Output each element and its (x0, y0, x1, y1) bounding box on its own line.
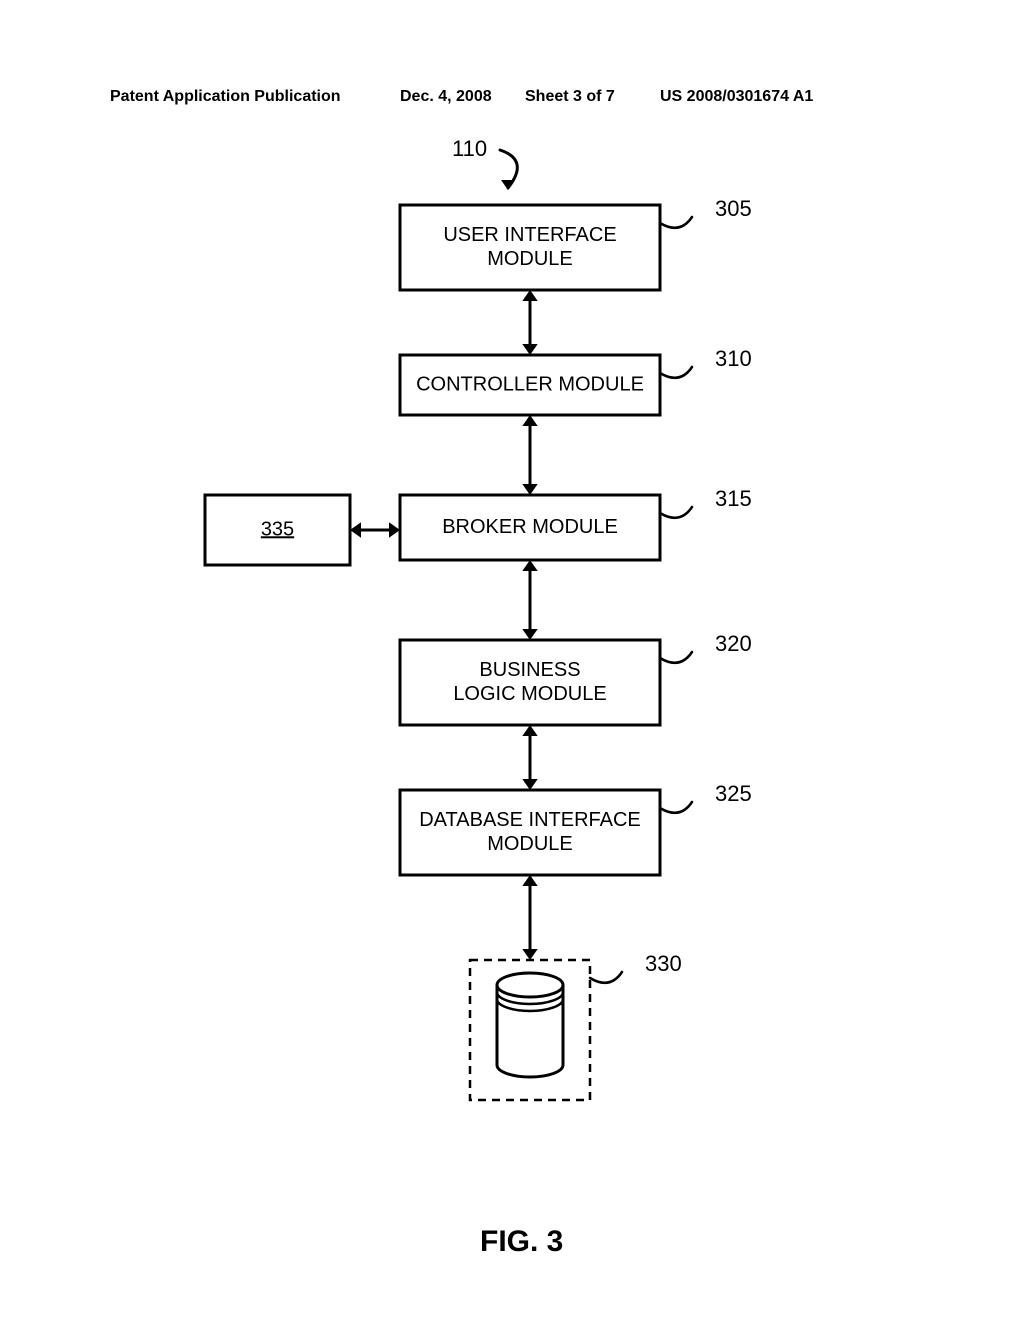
svg-text:USER INTERFACE: USER INTERFACE (443, 224, 616, 246)
svg-text:335: 335 (261, 518, 294, 540)
figure-label: FIG. 3 (480, 1225, 563, 1259)
svg-text:MODULE: MODULE (487, 833, 573, 855)
svg-text:330: 330 (645, 951, 682, 976)
svg-text:BROKER MODULE: BROKER MODULE (442, 516, 618, 538)
svg-text:LOGIC MODULE: LOGIC MODULE (453, 683, 606, 705)
svg-text:BUSINESS: BUSINESS (479, 659, 580, 681)
block-diagram: 110USER INTERFACEMODULE305CONTROLLER MOD… (0, 0, 1024, 1320)
svg-text:310: 310 (715, 346, 752, 371)
svg-text:315: 315 (715, 486, 752, 511)
page: Patent Application Publication Dec. 4, 2… (0, 0, 1024, 1320)
svg-text:325: 325 (715, 781, 752, 806)
svg-text:305: 305 (715, 196, 752, 221)
svg-text:320: 320 (715, 631, 752, 656)
svg-text:MODULE: MODULE (487, 248, 573, 270)
svg-text:CONTROLLER MODULE: CONTROLLER MODULE (416, 373, 644, 395)
svg-text:DATABASE INTERFACE: DATABASE INTERFACE (419, 809, 641, 831)
svg-text:110: 110 (452, 136, 487, 161)
